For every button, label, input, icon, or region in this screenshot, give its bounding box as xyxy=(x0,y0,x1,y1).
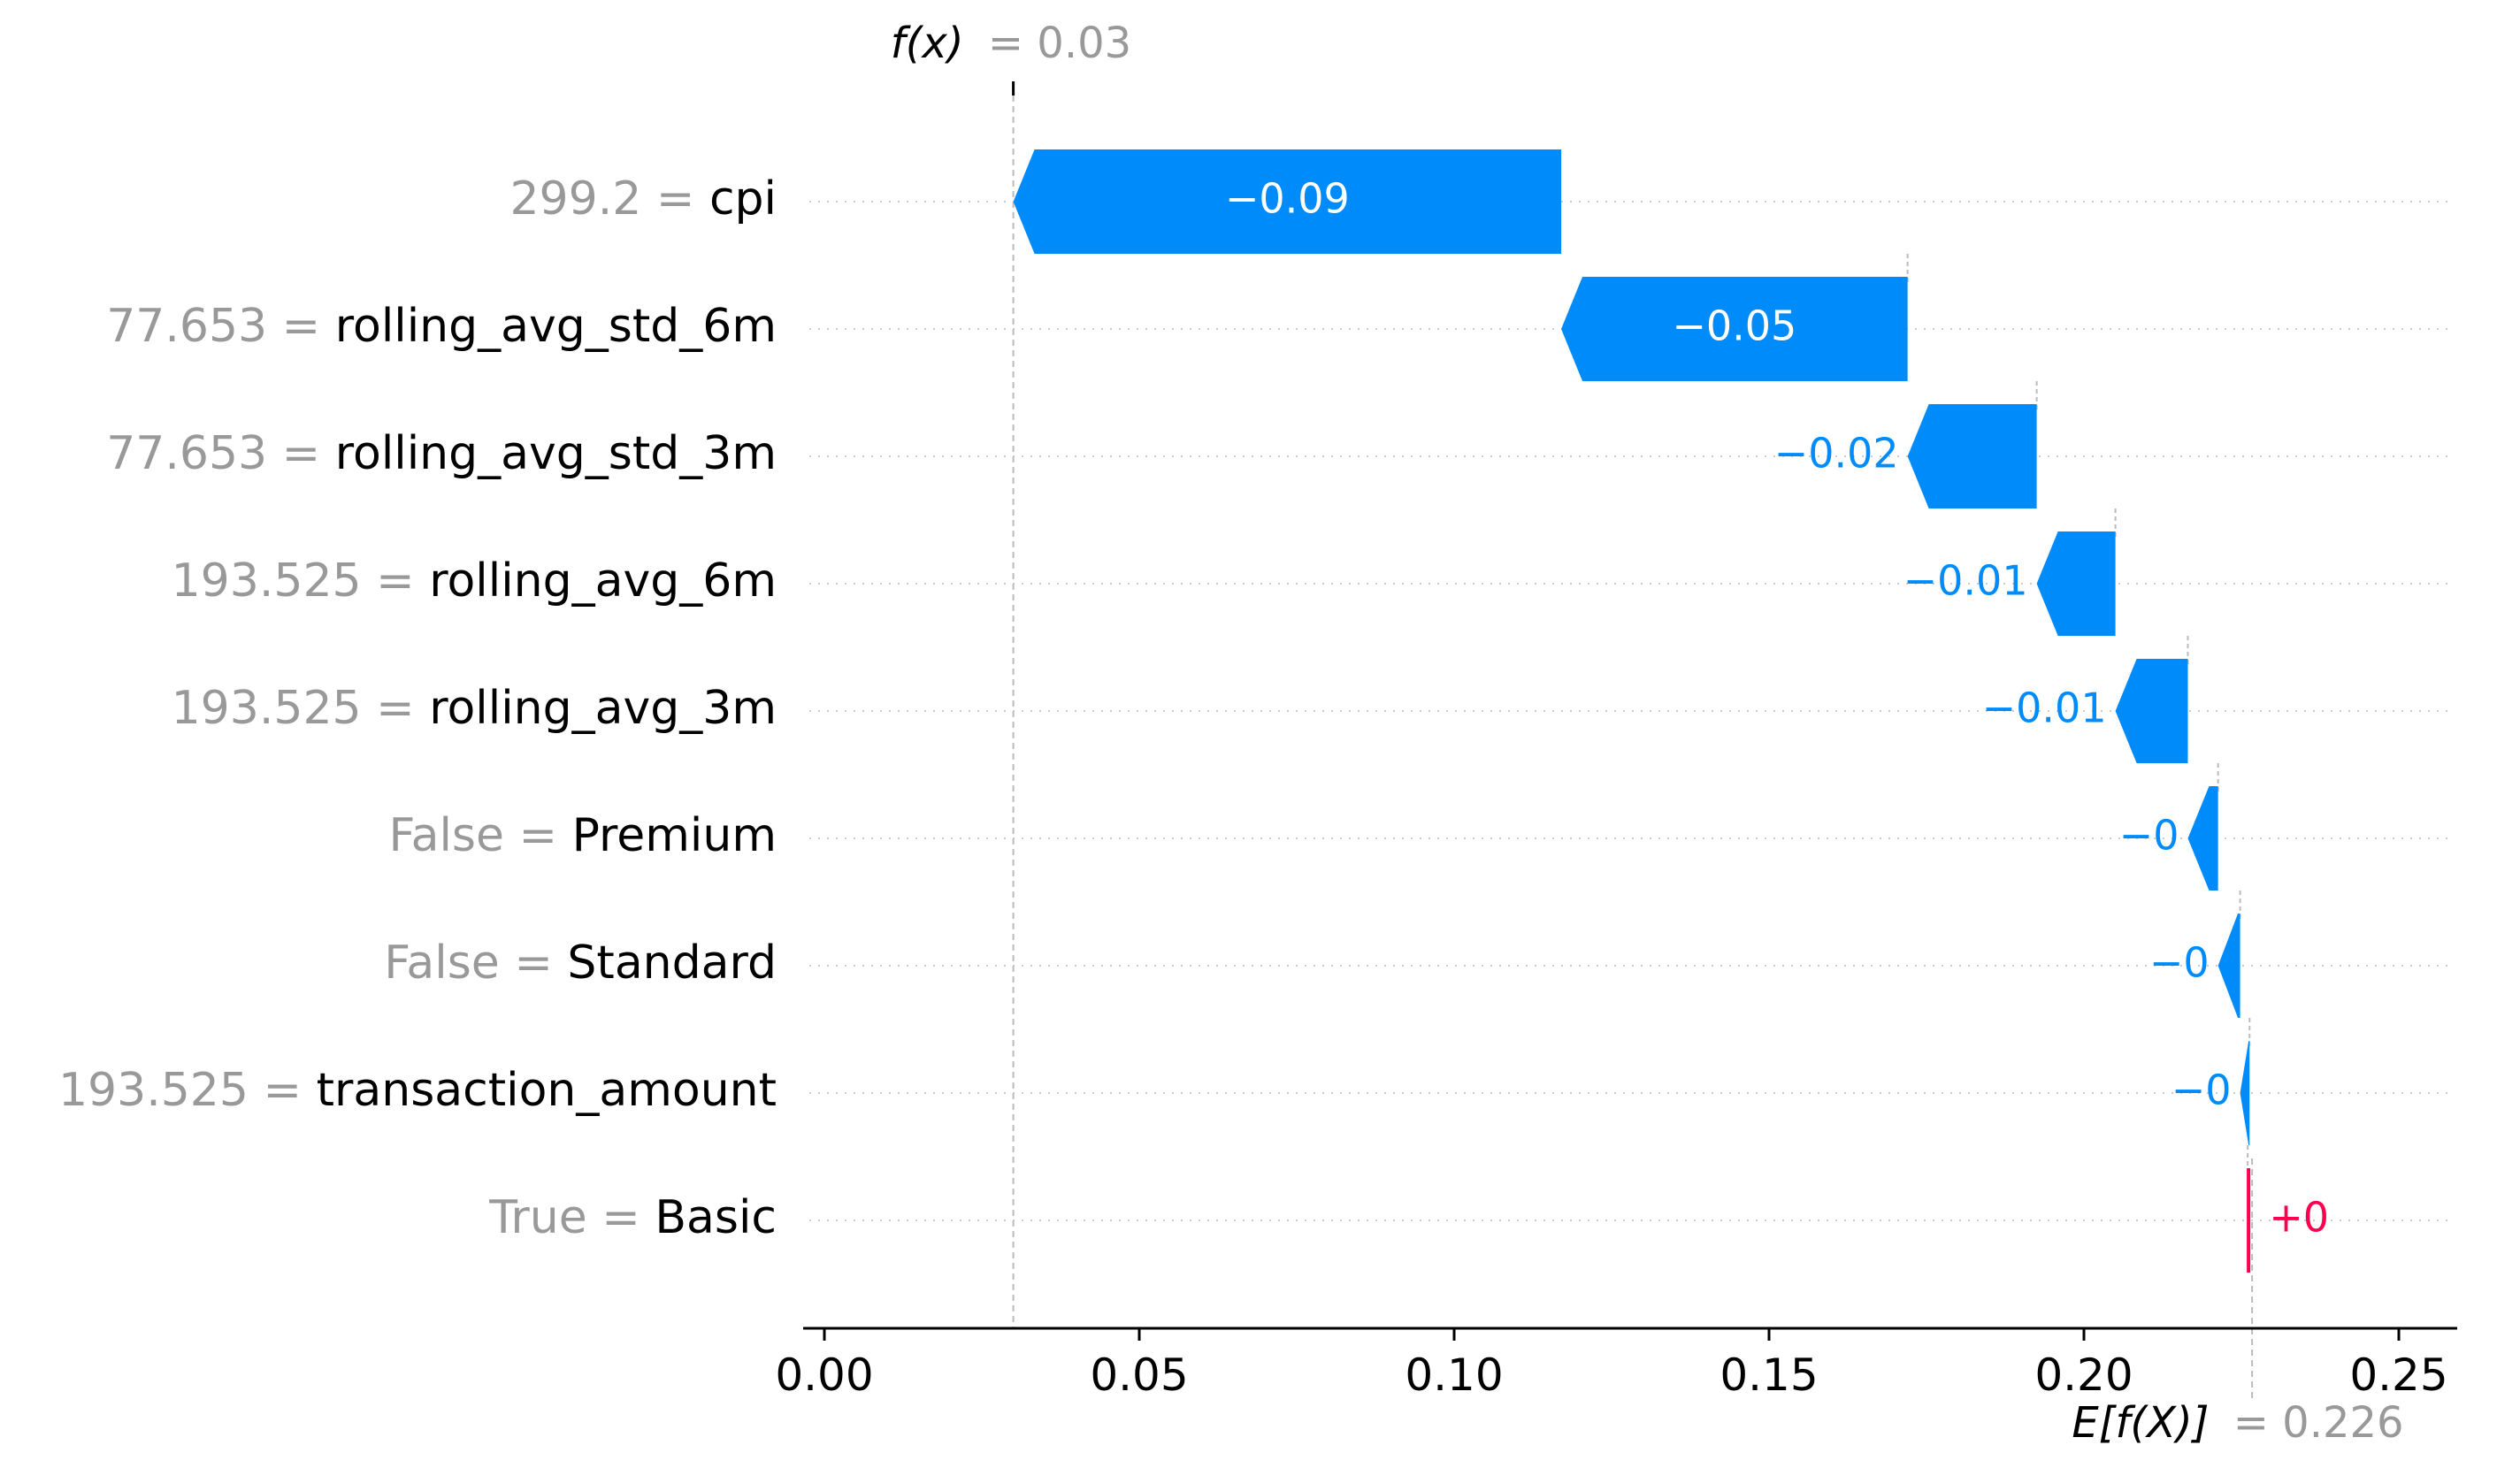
feature-name: rolling_avg_3m xyxy=(429,682,777,735)
feature-value: False = xyxy=(384,937,567,990)
bar-Standard xyxy=(2217,914,2240,1018)
x-tick-label: 0.15 xyxy=(1720,1349,1818,1401)
feature-value: False = xyxy=(388,809,571,862)
feature-name: rolling_avg_std_6m xyxy=(335,300,777,353)
x-tick-label: 0.00 xyxy=(775,1349,873,1401)
bar-value-label: −0.02 xyxy=(1774,430,1899,478)
feature-value: 193.525 = xyxy=(172,682,430,735)
fx-label: f(x) xyxy=(891,19,964,68)
bar-value-label: −0.01 xyxy=(1982,684,2107,732)
feature-value: 77.653 = xyxy=(106,300,335,353)
bar-value-label: −0.09 xyxy=(1225,175,1350,223)
feature-label-Premium: False = Premium xyxy=(388,809,777,862)
feature-label-cpi: 299.2 = cpi xyxy=(509,172,777,226)
x-tick-label: 0.20 xyxy=(2034,1349,2133,1401)
feature-label-Standard: False = Standard xyxy=(384,937,777,990)
bar-rolling_avg_std_6m xyxy=(1561,277,1908,381)
feature-name: cpi xyxy=(709,172,777,226)
bar-value-label: −0 xyxy=(2149,939,2210,987)
bar-value-label: −0 xyxy=(2119,812,2179,860)
x-tick-label: 0.10 xyxy=(1405,1349,1503,1401)
bar-Basic xyxy=(2247,1168,2251,1273)
bar-value-label: −0.01 xyxy=(1903,557,2028,605)
bar-transaction_amount xyxy=(2240,1041,2250,1145)
bar-cpi xyxy=(1013,149,1562,254)
bar-rolling_avg_3m xyxy=(2115,659,2188,763)
feature-name: rolling_avg_6m xyxy=(429,554,777,608)
feature-name: Basic xyxy=(655,1191,777,1244)
feature-name: Standard xyxy=(567,937,777,990)
feature-name: transaction_amount xyxy=(317,1064,777,1117)
x-tick-label: 0.25 xyxy=(2349,1349,2447,1401)
x-tick-label: 0.05 xyxy=(1090,1349,1188,1401)
feature-label-rolling_avg_3m: 193.525 = rolling_avg_3m xyxy=(172,682,777,735)
feature-value: 193.525 = xyxy=(58,1064,317,1117)
efx-annotation: E[f(X)] = 0.226 xyxy=(2072,1398,2403,1448)
feature-label-rolling_avg_std_3m: 77.653 = rolling_avg_std_3m xyxy=(106,427,777,480)
bar-value-label: −0.05 xyxy=(1672,302,1796,350)
feature-value: 193.525 = xyxy=(172,554,430,608)
feature-value: 299.2 = xyxy=(509,172,709,226)
feature-label-transaction_amount: 193.525 = transaction_amount xyxy=(58,1064,777,1117)
feature-value: 77.653 = xyxy=(106,427,335,480)
bar-Premium xyxy=(2187,786,2218,891)
fx-value: = 0.03 xyxy=(988,19,1131,68)
bar-value-label: −0 xyxy=(2171,1067,2232,1114)
feature-name: rolling_avg_std_3m xyxy=(335,427,777,480)
efx-label: E[f(X)] xyxy=(2072,1398,2209,1448)
bar-rolling_avg_6m xyxy=(2036,531,2116,636)
fx-annotation: f(x) = 0.03 xyxy=(891,19,1131,68)
bar-rolling_avg_std_3m xyxy=(1907,404,2037,508)
bar-value-label: +0 xyxy=(2269,1194,2329,1242)
feature-label-rolling_avg_6m: 193.525 = rolling_avg_6m xyxy=(172,554,777,608)
efx-value: = 0.226 xyxy=(2233,1398,2404,1448)
feature-value: True = xyxy=(488,1191,655,1244)
feature-name: Premium xyxy=(572,809,777,862)
feature-label-Basic: True = Basic xyxy=(488,1191,777,1244)
feature-label-rolling_avg_std_6m: 77.653 = rolling_avg_std_6m xyxy=(106,300,777,353)
